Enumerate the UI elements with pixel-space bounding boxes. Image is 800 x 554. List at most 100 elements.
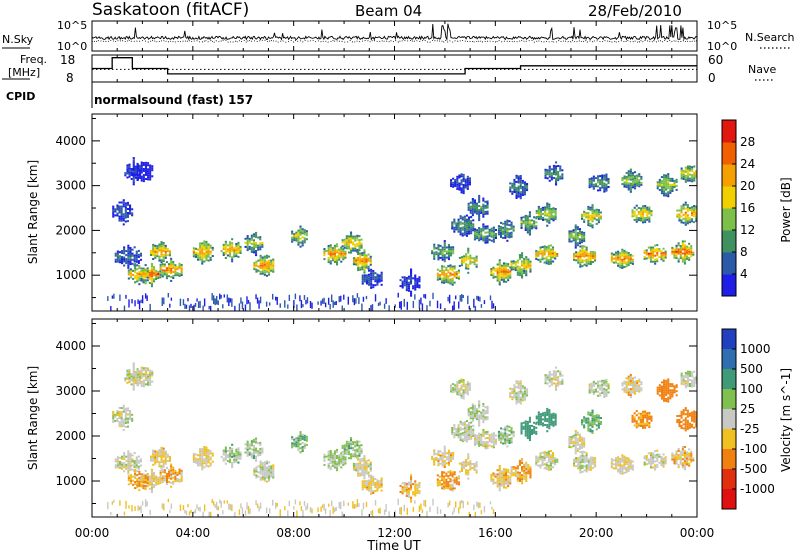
- velocity-cell: [246, 440, 249, 443]
- power-cell: [150, 265, 153, 267]
- power-cell: [270, 267, 273, 270]
- power-cell: [627, 178, 630, 181]
- velocity-cell: [229, 461, 232, 464]
- velocity-cell: [301, 446, 304, 448]
- power-cell: [502, 222, 505, 225]
- power-cell: [510, 262, 513, 265]
- velocity-cell: [153, 478, 156, 480]
- velocity-cell: [358, 446, 361, 449]
- power-cell: [471, 261, 474, 264]
- power-cell: [597, 189, 600, 192]
- velocity-cell: [209, 464, 212, 467]
- power-cell: [437, 256, 440, 259]
- power-cell: [360, 238, 363, 241]
- velocity-cell: [139, 374, 142, 377]
- velocity-cell: [443, 455, 446, 458]
- power-cell: [452, 181, 455, 184]
- velocity-cell: [492, 478, 495, 481]
- power-cell: [460, 179, 463, 182]
- power-cell: [451, 221, 454, 224]
- power-cell: [559, 167, 562, 170]
- power-cell: [452, 252, 455, 255]
- velocity-cell: [545, 464, 548, 466]
- velocity-cell: [460, 463, 463, 466]
- velocity-cell: [581, 458, 584, 461]
- velocity-cell: [333, 458, 336, 461]
- velocity-cell: [625, 467, 628, 469]
- power-cell: [623, 183, 626, 186]
- power-cell: [352, 243, 355, 246]
- power-cell: [678, 217, 681, 220]
- power-cell: [436, 276, 439, 279]
- power-cell: [399, 279, 402, 282]
- power-cell: [629, 255, 632, 258]
- velocity-cell: [139, 464, 142, 467]
- power-cell: [658, 248, 661, 250]
- velocity-cell: [535, 417, 538, 420]
- power-cell: [120, 215, 123, 218]
- velocity-cell: [120, 419, 123, 422]
- power-cell: [475, 265, 478, 268]
- power-clutter: [459, 295, 461, 302]
- power-cell: [581, 239, 584, 242]
- velocity-cell: [363, 471, 366, 474]
- power-cell: [521, 264, 524, 267]
- power-clutter: [358, 297, 360, 304]
- velocity-cell: [452, 453, 455, 456]
- velocity-cell: [136, 368, 139, 371]
- power-cell: [127, 252, 130, 255]
- velocity-cell: [484, 412, 487, 415]
- power-cell: [656, 252, 659, 255]
- power-cell: [473, 232, 476, 235]
- power-cell: [603, 188, 606, 191]
- power-cell: [660, 190, 663, 193]
- velocity-cell: [142, 477, 145, 480]
- power-cell: [500, 278, 503, 281]
- power-cell: [174, 266, 177, 269]
- power-cell: [667, 183, 670, 186]
- velocity-cell: [342, 462, 345, 464]
- power-cell: [649, 252, 652, 255]
- velocity-cell: [478, 404, 481, 407]
- power-cell: [336, 263, 339, 266]
- velocity-cell: [380, 489, 383, 492]
- velocity-cell: [468, 436, 471, 439]
- velocity-cell: [158, 451, 161, 454]
- velocity-cell: [131, 464, 134, 467]
- power-cell: [478, 217, 481, 220]
- power-cell: [688, 258, 691, 261]
- velocity-cell: [197, 460, 200, 463]
- power-cell: [147, 162, 150, 165]
- velocity-cell: [447, 449, 450, 452]
- power-cell: [354, 239, 357, 242]
- power-cell: [510, 268, 513, 271]
- power-cell: [120, 219, 123, 222]
- power-cell: [500, 225, 503, 228]
- velocity-cell: [476, 434, 479, 437]
- power-cell: [340, 250, 343, 253]
- velocity-cell: [154, 450, 157, 453]
- velocity-cell: [136, 369, 139, 372]
- velocity-cell: [255, 449, 258, 452]
- power-cell: [365, 260, 368, 263]
- power-cell: [660, 182, 663, 185]
- velocity-cell: [293, 444, 296, 447]
- power-cell: [454, 181, 457, 183]
- power-cell: [465, 218, 468, 221]
- velocity-cell: [435, 452, 438, 455]
- velocity-cell: [333, 466, 336, 469]
- velocity-cell: [451, 429, 454, 431]
- power-cell: [462, 192, 465, 195]
- cpid-label: CPID: [6, 90, 35, 103]
- velocity-cell: [344, 460, 347, 463]
- velocity-cell: [585, 468, 588, 471]
- power-cell: [518, 270, 521, 273]
- power-cell: [343, 246, 346, 249]
- power-cell: [680, 219, 683, 222]
- power-cell: [252, 251, 255, 254]
- velocity-cell: [550, 417, 553, 420]
- power-cell: [401, 282, 404, 285]
- velocity-cell: [114, 415, 117, 418]
- velocity-cell: [153, 476, 156, 478]
- power-cell: [239, 245, 242, 248]
